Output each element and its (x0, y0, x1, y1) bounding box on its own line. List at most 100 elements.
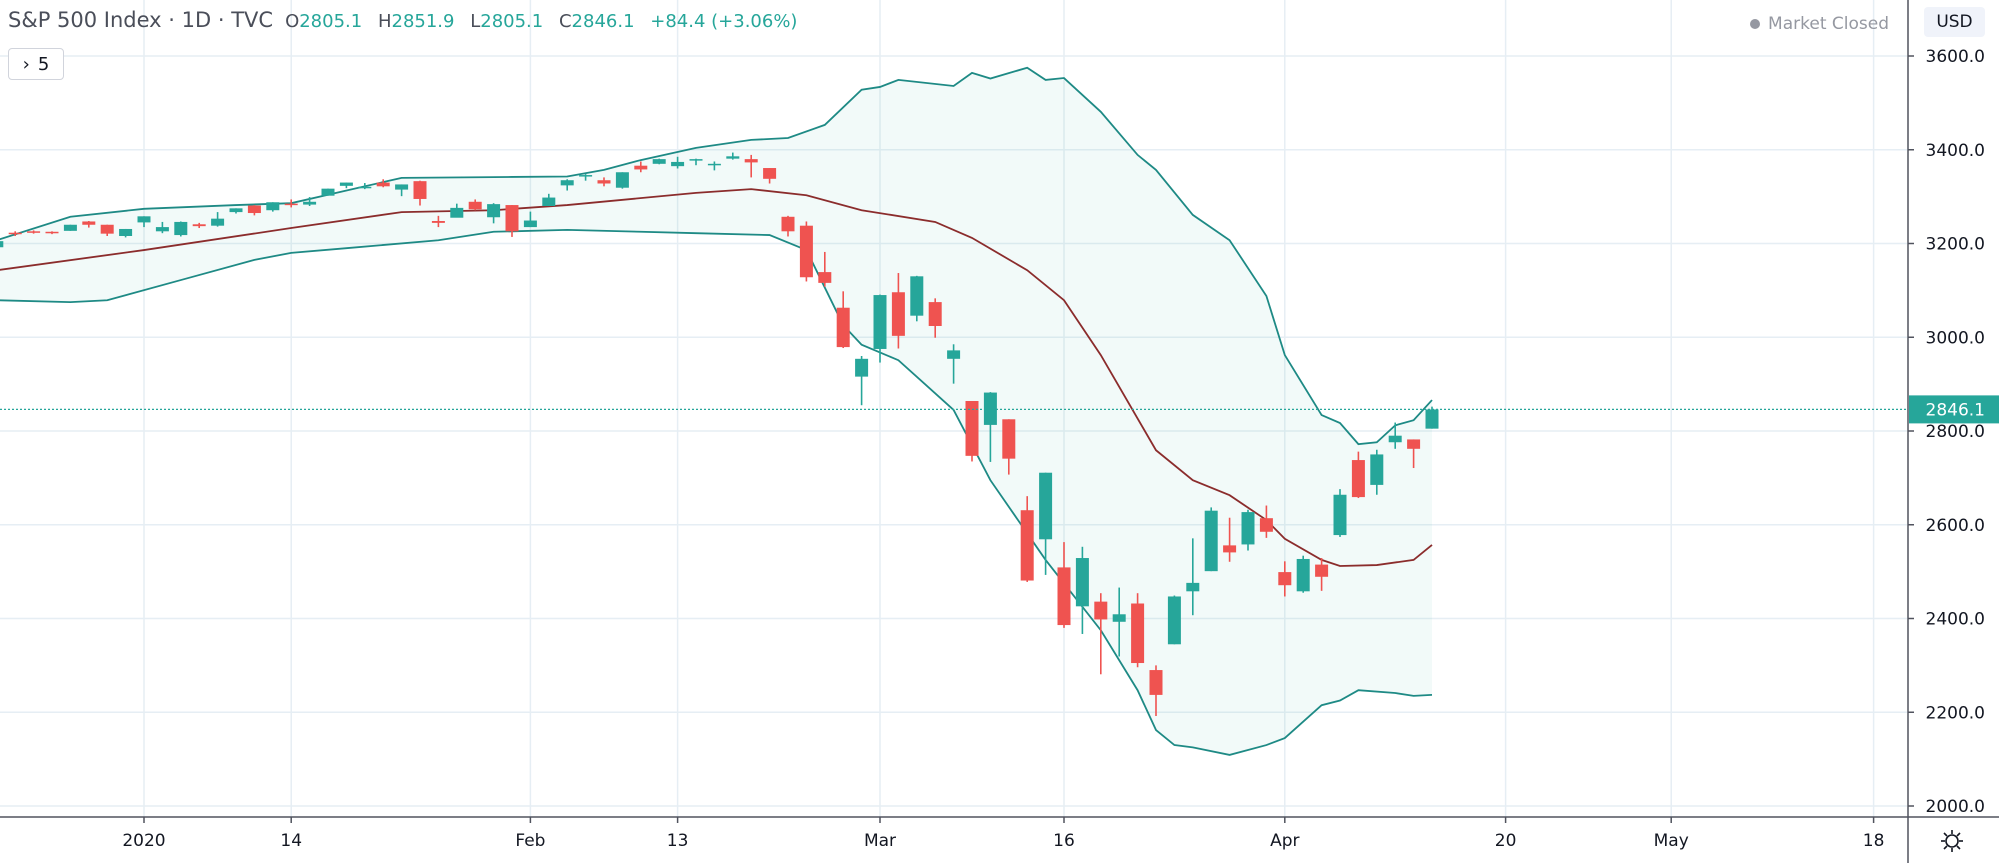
price-tick-label: 2400.0 (1926, 610, 1985, 630)
currency-button[interactable]: USD (1924, 7, 1985, 37)
candle (560, 179, 574, 191)
candle-body (1057, 567, 1071, 626)
candle (303, 197, 317, 206)
candle-body (192, 224, 206, 227)
candle (1425, 406, 1439, 429)
candle (1075, 546, 1089, 634)
indicators-toggle-button[interactable]: › 5 (8, 48, 64, 80)
candle (1259, 505, 1273, 538)
candle-body (818, 272, 832, 283)
candle-body (82, 221, 96, 225)
candle (1370, 449, 1384, 495)
candle-body (689, 159, 703, 161)
time-tick-label: 13 (667, 831, 689, 851)
candle (155, 221, 169, 234)
candle (615, 172, 629, 189)
candle (523, 211, 537, 228)
dot-icon (1750, 19, 1761, 29)
candle (266, 202, 280, 212)
time-tick-label: 20 (1495, 831, 1517, 851)
candle-body (1333, 494, 1347, 536)
candle-body (1094, 601, 1108, 620)
candle-body (63, 224, 77, 231)
candle (321, 188, 335, 196)
change-value: +84.4 (+3.06%) (650, 11, 798, 32)
candle (358, 183, 372, 190)
candle-body (855, 358, 869, 377)
time-tick-label: 16 (1053, 831, 1075, 851)
market-status-text: Market Closed (1768, 14, 1889, 34)
candle (45, 231, 59, 235)
candle-body (468, 201, 482, 210)
candle-body (1039, 472, 1053, 540)
candle (211, 212, 225, 227)
candle (947, 344, 961, 384)
candle-body (1278, 572, 1292, 586)
candle (229, 208, 243, 214)
candle-body (763, 168, 777, 179)
candle-body (1425, 409, 1439, 429)
candles (0, 152, 1439, 716)
candle (891, 273, 905, 349)
candle-body (928, 302, 942, 326)
last-price-badge-bg (1909, 395, 1999, 424)
candle-body (1131, 603, 1145, 664)
candle (487, 203, 501, 224)
time-tick-label: May (1654, 831, 1689, 851)
low-label: L (470, 11, 481, 32)
high-value: 2851.9 (391, 11, 455, 32)
candle-body (1167, 596, 1181, 645)
candle-body (27, 231, 41, 233)
candle-body (1223, 545, 1237, 553)
time-tick-label: 18 (1863, 831, 1885, 851)
candle (82, 221, 96, 228)
candle-body (671, 161, 685, 167)
candle-body (947, 350, 961, 359)
candle (0, 241, 4, 248)
close-value: 2846.1 (571, 11, 635, 32)
price-tick-label: 2200.0 (1926, 703, 1985, 723)
candle (376, 179, 390, 188)
candle (1131, 593, 1145, 668)
candle-body (560, 180, 574, 186)
candle (597, 177, 611, 187)
candle-body (321, 188, 335, 196)
candle-body (1388, 435, 1402, 443)
candle-body (0, 241, 4, 248)
candle-body (1315, 564, 1329, 577)
price-tick-label: 3200.0 (1926, 235, 1985, 255)
candle-body (873, 295, 887, 349)
candle (137, 216, 151, 228)
candle-body (1112, 614, 1126, 622)
candle (192, 222, 206, 229)
candle (1094, 593, 1108, 675)
candle-body (1370, 454, 1384, 485)
candle (27, 230, 41, 234)
candle-body (523, 220, 537, 228)
candle (928, 298, 942, 338)
candle (763, 168, 777, 184)
candle-body (707, 163, 721, 166)
candle-body (119, 228, 133, 236)
candle-body (983, 392, 997, 425)
candle (983, 392, 997, 462)
bollinger-lower-line (0, 229, 1433, 756)
candle (431, 215, 445, 228)
candle-body (1296, 558, 1310, 592)
chevron-right-icon: › (22, 53, 30, 75)
gear-icon[interactable] (1939, 828, 1965, 854)
time-tick-label: 14 (280, 831, 302, 851)
candle (63, 224, 77, 231)
candle (818, 251, 832, 287)
candle (1204, 507, 1218, 572)
candle (542, 193, 556, 206)
candle-body (266, 202, 280, 211)
candle-body (726, 156, 740, 159)
candle-body (615, 172, 629, 188)
candle-body (211, 218, 225, 226)
candle (1020, 496, 1034, 582)
symbol-title: S&P 500 Index · 1D · TVC (8, 8, 274, 32)
candle-body (229, 208, 243, 213)
candle-body (247, 205, 261, 214)
